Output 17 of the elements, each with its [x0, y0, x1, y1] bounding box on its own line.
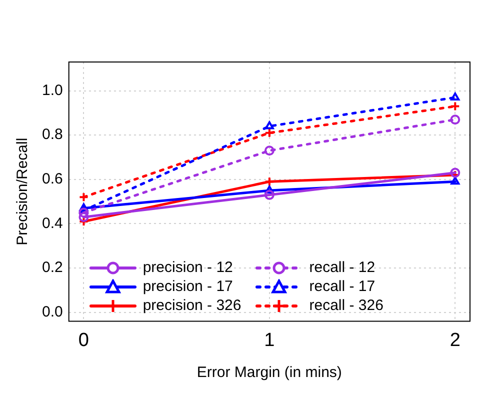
legend-label: recall - 17 [309, 278, 376, 296]
y-axis-title: Precision/Recall [14, 138, 32, 246]
x-tick-label: 2 [450, 330, 460, 351]
y-tick-label: 0.6 [42, 170, 63, 188]
y-tick-label: 0.0 [42, 303, 63, 320]
legend-label: precision - 12 [142, 259, 233, 276]
x-axis-title: Error Margin (in mins) [196, 364, 342, 382]
x-tick-label: 0 [78, 330, 89, 351]
legend-label: precision - 17 [142, 278, 233, 296]
y-tick-label: 0.2 [42, 259, 63, 276]
legend-label: recall - 12 [309, 259, 376, 276]
legend-label: precision - 326 [142, 297, 242, 314]
x-tick-label: 1 [264, 330, 275, 351]
y-tick-label: 0.8 [42, 126, 63, 144]
y-tick-label: 1.0 [42, 82, 63, 99]
legend-label: recall - 326 [309, 297, 384, 314]
y-tick-label: 0.4 [42, 214, 63, 232]
